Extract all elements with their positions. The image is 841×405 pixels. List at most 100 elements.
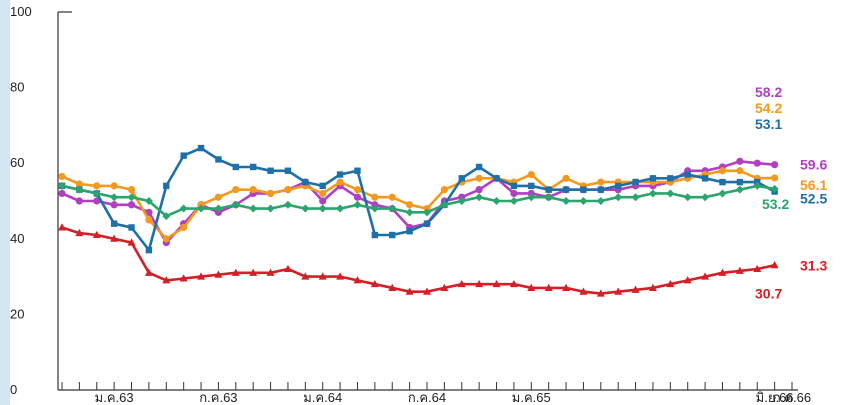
x-tick-label: ก.ค.63 [199,390,237,405]
data-point [423,208,431,217]
data-point [719,178,726,186]
data-point [597,186,605,193]
series-red [58,223,779,297]
data-point [718,268,727,276]
data-point [162,276,171,284]
data-point [284,186,292,194]
end-label-green: 53.2 [762,196,789,212]
data-point [388,283,397,291]
data-point [267,167,274,174]
data-point [475,186,483,194]
data-point [580,186,587,193]
data-point [110,201,118,209]
data-point [266,189,275,198]
data-point [597,178,605,186]
data-point [440,186,448,194]
data-point [353,200,362,209]
data-point [405,208,414,217]
data-point [197,144,205,152]
data-point [371,231,379,239]
data-point [179,204,188,213]
data-point [319,197,327,205]
data-point [354,167,361,174]
series-line-blue [61,146,776,252]
data-point [492,197,501,205]
axes [57,11,798,391]
data-point [110,193,119,202]
data-point [544,283,553,291]
data-point [596,289,605,297]
series-purple [58,157,779,247]
left-border-strip [0,0,10,405]
data-point [631,285,640,293]
data-point [214,270,223,278]
data-point [336,178,344,186]
data-point [93,182,101,190]
data-point [128,224,135,231]
data-point [770,184,779,193]
extra-label-purple: 58.2 [755,84,782,100]
data-point [302,178,309,186]
data-point [319,182,326,190]
data-point [475,174,483,182]
series-group [58,144,779,297]
data-point [509,197,518,205]
data-point [648,283,657,291]
data-point [127,186,136,194]
data-point [579,197,588,205]
data-point [232,186,240,194]
data-point [92,189,101,198]
data-point [388,204,397,213]
data-point [736,167,744,175]
data-point [180,152,187,159]
data-point [614,182,622,190]
data-point [509,279,518,288]
data-point [562,197,571,205]
extra-label-blue: 53.1 [755,116,782,132]
y-tick-label: 80 [10,80,24,95]
data-point [718,189,727,198]
data-point [163,182,170,190]
data-point [266,268,275,276]
data-point [197,272,206,280]
data-point [440,200,449,209]
series-line-purple [61,160,775,244]
data-point [701,175,709,182]
data-point [683,193,692,202]
data-point [93,197,101,205]
data-point [631,193,640,202]
data-point [249,163,257,171]
y-tick-label: 40 [10,231,24,246]
data-point [145,216,153,224]
end-label-blue: 52.5 [800,191,827,207]
data-point [735,185,744,194]
data-point [718,167,727,175]
data-point [614,193,623,202]
data-point [318,272,327,280]
x-tick-label: ก.ค.66 [773,390,811,405]
data-point [283,264,292,273]
x-tick-label: ม.ค.64 [303,390,342,405]
data-point [423,220,431,227]
data-point [197,204,206,213]
data-point [527,193,536,202]
data-point [683,276,692,284]
data-point [75,180,83,188]
data-point [457,197,466,205]
data-point [510,189,518,198]
data-point [596,197,605,205]
extra-label-red: 30.7 [755,286,782,302]
data-point [370,279,379,288]
y-tick-label: 100 [10,4,32,19]
data-point [527,283,536,291]
data-point [510,182,518,190]
data-point [144,268,153,276]
y-tick-label: 60 [10,155,24,170]
data-point [545,186,552,193]
data-point [145,208,153,216]
data-point [110,182,118,190]
data-point [771,174,779,182]
data-point [75,197,83,205]
data-point [353,186,362,194]
